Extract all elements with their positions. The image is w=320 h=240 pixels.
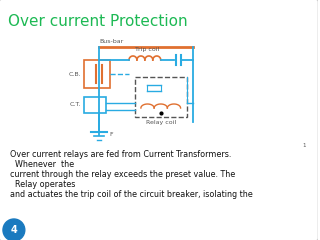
Text: 4: 4 [11,225,17,235]
Text: C.T.: C.T. [70,102,81,108]
Text: Whenever  the: Whenever the [10,160,74,169]
Text: Bus-bar: Bus-bar [99,39,124,44]
Bar [84,97,106,113]
Text: Over current relays are fed from Current Transformers.: Over current relays are fed from Current… [10,150,231,159]
Text: 1: 1 [302,143,306,148]
Text: Relay coil: Relay coil [146,120,176,125]
Text: F: F [109,132,113,138]
Bar [84,60,110,88]
Text: current through the relay exceeds the preset value. The: current through the relay exceeds the pr… [10,170,235,179]
Text: Trip coil: Trip coil [135,47,159,52]
Circle shape [3,219,25,240]
Text: and actuates the trip coil of the circuit breaker, isolating the: and actuates the trip coil of the circui… [10,190,253,199]
Text: Relay operates: Relay operates [10,180,75,189]
Text: Over current Protection: Over current Protection [8,14,188,29]
Bar [135,77,187,117]
Text: C.B.: C.B. [69,72,81,77]
